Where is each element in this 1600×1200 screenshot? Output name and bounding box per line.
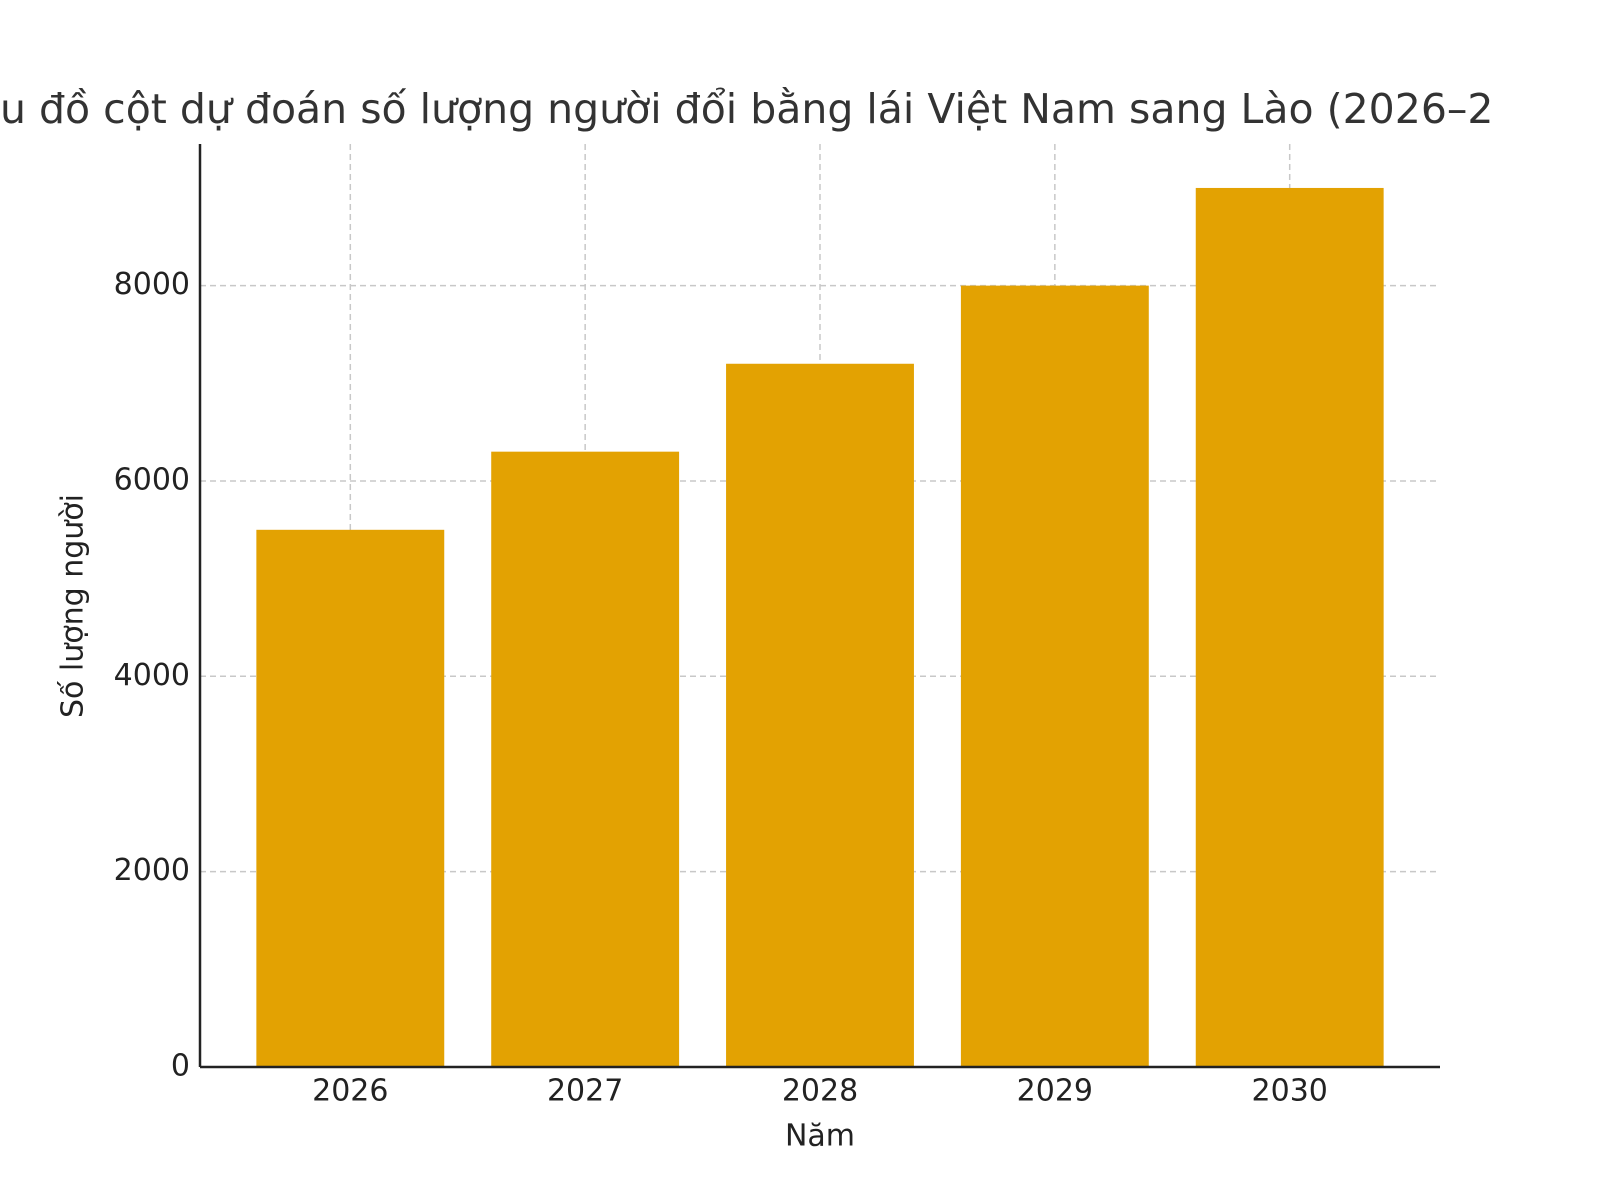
bar	[256, 529, 445, 1067]
y-tick-label: 0	[171, 1049, 190, 1084]
y-tick-label: 2000	[114, 853, 190, 888]
bar	[491, 451, 680, 1068]
bar	[960, 285, 1149, 1067]
y-tick-label: 6000	[114, 462, 190, 497]
x-axis-label: Năm	[785, 1119, 855, 1154]
x-tick-label: 2028	[782, 1074, 858, 1109]
y-tick-label: 8000	[114, 267, 190, 302]
chart-title: u đồ cột dự đoán số lượng người đổi bằng…	[0, 85, 1494, 133]
bar	[1195, 187, 1384, 1067]
bar	[726, 363, 914, 1067]
y-tick-label: 4000	[114, 658, 190, 693]
x-tick-label: 2030	[1252, 1074, 1328, 1109]
x-tick-label: 2026	[312, 1074, 388, 1109]
x-tick-label: 2029	[1017, 1074, 1093, 1109]
y-axis-label: Số lượng người	[56, 494, 91, 718]
x-tick-label: 2027	[547, 1074, 623, 1109]
